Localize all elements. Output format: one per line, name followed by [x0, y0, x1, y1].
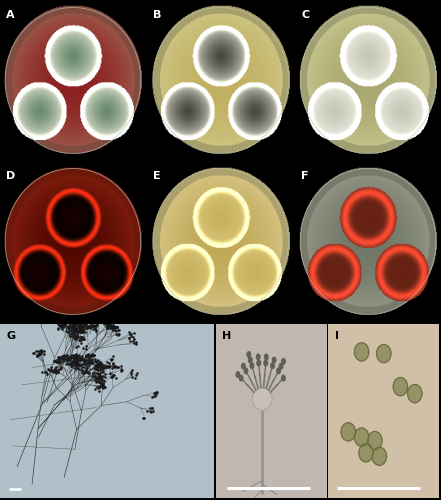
Circle shape: [282, 376, 285, 381]
Ellipse shape: [372, 447, 387, 466]
Ellipse shape: [252, 388, 272, 410]
Ellipse shape: [377, 344, 391, 362]
Ellipse shape: [393, 378, 407, 396]
Text: D: D: [6, 171, 15, 181]
Circle shape: [242, 364, 245, 369]
Ellipse shape: [341, 422, 355, 441]
Circle shape: [250, 363, 254, 368]
Text: C: C: [301, 10, 309, 20]
Circle shape: [277, 368, 280, 374]
Ellipse shape: [355, 428, 369, 446]
Text: E: E: [153, 171, 161, 181]
Circle shape: [257, 360, 261, 366]
Text: A: A: [6, 10, 15, 20]
Ellipse shape: [359, 444, 373, 462]
Text: G: G: [7, 331, 15, 341]
Circle shape: [249, 358, 252, 363]
Circle shape: [256, 354, 260, 360]
Text: B: B: [153, 10, 162, 20]
Ellipse shape: [355, 342, 369, 361]
Circle shape: [279, 364, 283, 369]
Circle shape: [236, 372, 239, 378]
Ellipse shape: [407, 384, 422, 402]
Text: I: I: [335, 331, 339, 341]
Text: F: F: [301, 171, 309, 181]
Circle shape: [244, 368, 248, 374]
Text: H: H: [222, 331, 232, 341]
Circle shape: [239, 376, 243, 381]
Circle shape: [265, 354, 268, 360]
Circle shape: [247, 352, 250, 358]
Circle shape: [264, 360, 268, 366]
Circle shape: [273, 358, 276, 363]
Circle shape: [271, 363, 274, 368]
Circle shape: [282, 358, 285, 364]
Ellipse shape: [368, 432, 382, 450]
